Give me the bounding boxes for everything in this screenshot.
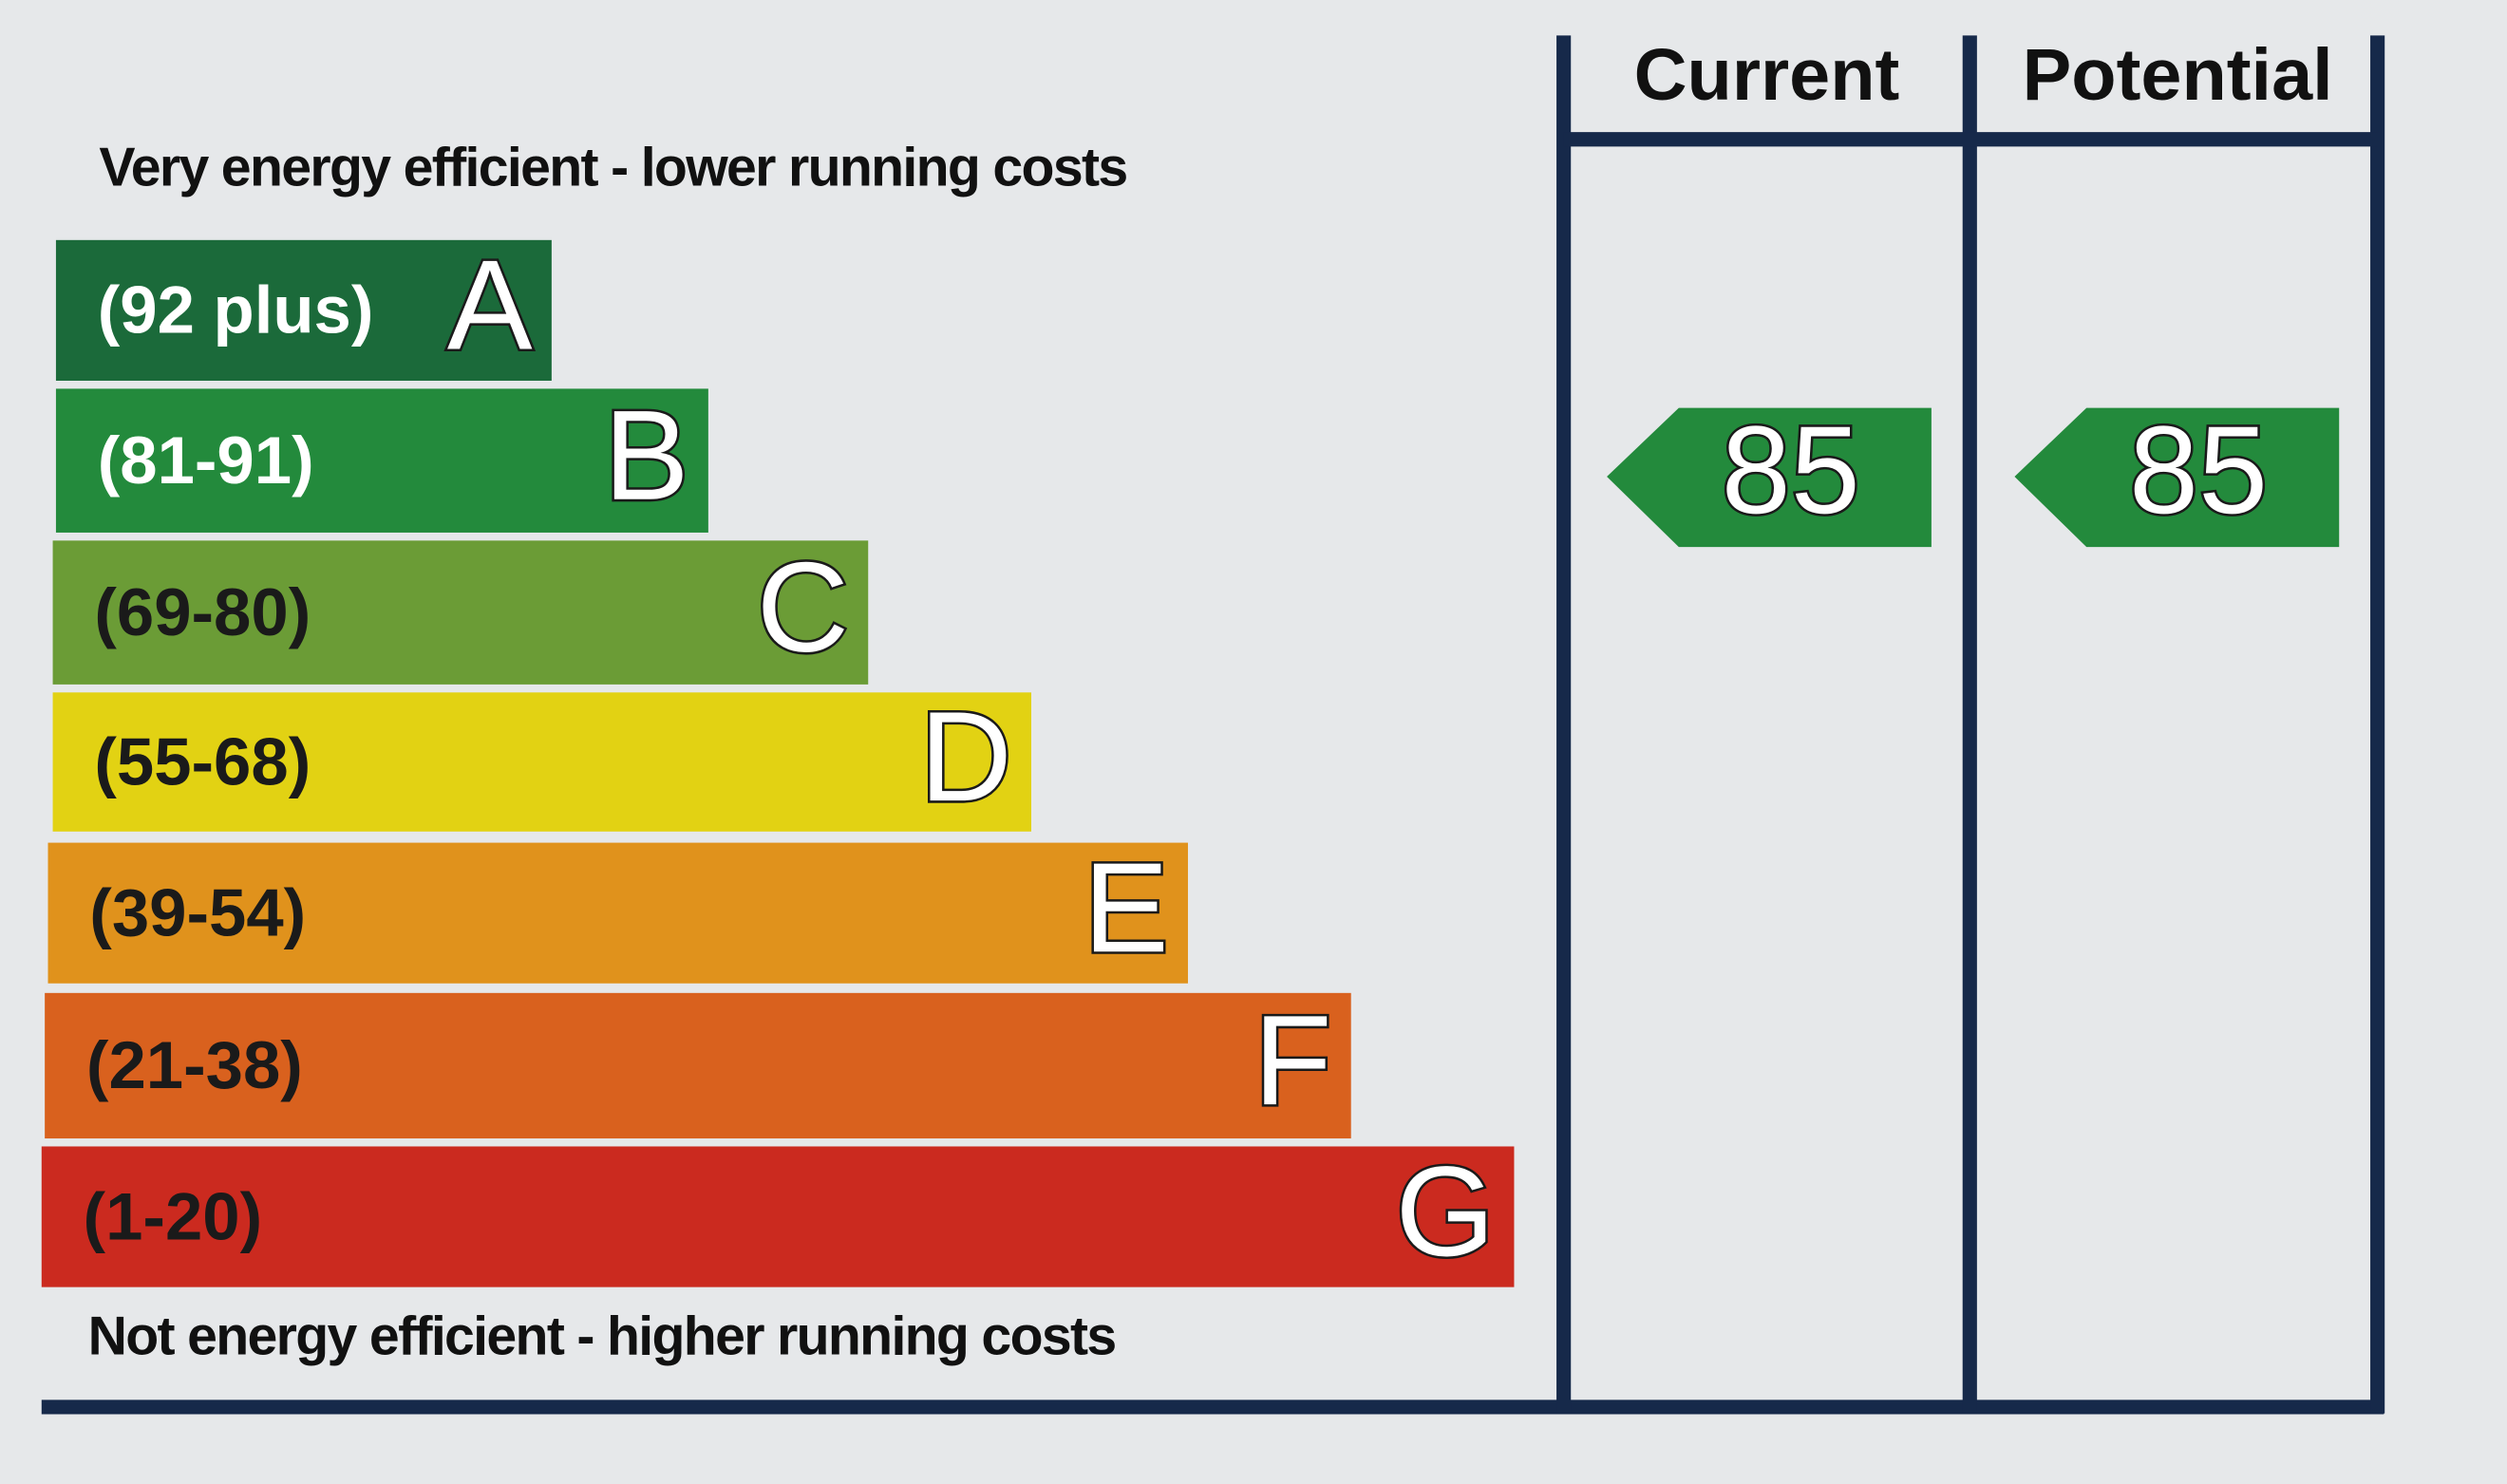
- band-range: (55-68): [94, 723, 311, 798]
- band-letter: G: [1395, 1139, 1495, 1283]
- band-range: (81-91): [98, 423, 314, 498]
- top-note: Very energy efficient - lower running co…: [99, 138, 1126, 198]
- band-range: (1-20): [84, 1178, 263, 1253]
- bottom-note: Not energy efficient - higher running co…: [88, 1306, 1116, 1366]
- band: [41, 1146, 1515, 1287]
- band-letter: D: [919, 685, 1011, 828]
- band-range: (39-54): [89, 874, 306, 949]
- band-range: (92 plus): [98, 272, 374, 348]
- band: [52, 540, 869, 685]
- band-letter: E: [1084, 836, 1169, 979]
- band-letter: A: [447, 234, 533, 377]
- band: [55, 388, 708, 533]
- band-letter: B: [604, 384, 689, 527]
- potential-rating: 85: [2129, 400, 2268, 539]
- band-letter: C: [757, 535, 849, 679]
- band: [52, 692, 1031, 832]
- current-rating: 85: [1722, 400, 1860, 539]
- band-range: (69-80): [94, 574, 311, 649]
- band: [55, 239, 552, 381]
- band: [45, 992, 1351, 1139]
- potential-arrow: [2014, 407, 2340, 548]
- band: [47, 842, 1188, 984]
- band-range: (21-38): [86, 1027, 303, 1102]
- band-letter: F: [1254, 988, 1331, 1132]
- current-arrow: [1607, 407, 1932, 548]
- column-header: Potential: [2023, 34, 2333, 116]
- column-header: Current: [1634, 34, 1900, 116]
